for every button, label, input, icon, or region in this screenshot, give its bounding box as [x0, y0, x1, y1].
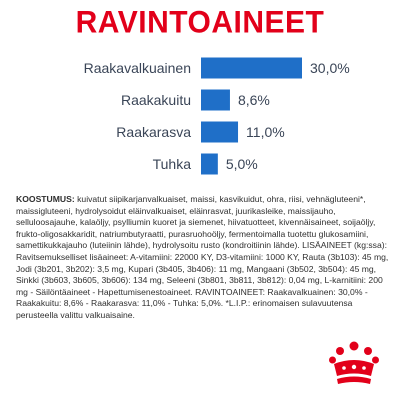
value-label: 30,0%: [310, 60, 350, 76]
composition-lead: KOOSTUMUS:: [16, 194, 75, 204]
composition-text: KOOSTUMUS: kuivatut siipikarjanvalkuaise…: [16, 194, 390, 322]
bar: [201, 121, 239, 143]
category-label: Raakakuitu: [121, 92, 191, 108]
category-label: Tuhka: [153, 156, 192, 172]
category-label: Raakarasva: [116, 124, 191, 140]
bar: [201, 153, 218, 175]
value-label: 8,6%: [238, 92, 270, 108]
value-label: 5,0%: [226, 156, 258, 172]
crown-logo-icon: [329, 341, 379, 384]
composition-body: kuivatut siipikarjanvalkuaiset, maissi, …: [16, 194, 389, 320]
nutrient-bar-chart: Raakavalkuainen 30,0% Raakakuitu 8,6% Raakar…: [84, 57, 350, 175]
bar: [201, 57, 302, 79]
category-label: Raakavalkuainen: [84, 60, 191, 76]
value-label: 11,0%: [246, 124, 285, 140]
chart-title: RAVINTOAINEET: [75, 5, 325, 40]
bar: [201, 89, 230, 111]
